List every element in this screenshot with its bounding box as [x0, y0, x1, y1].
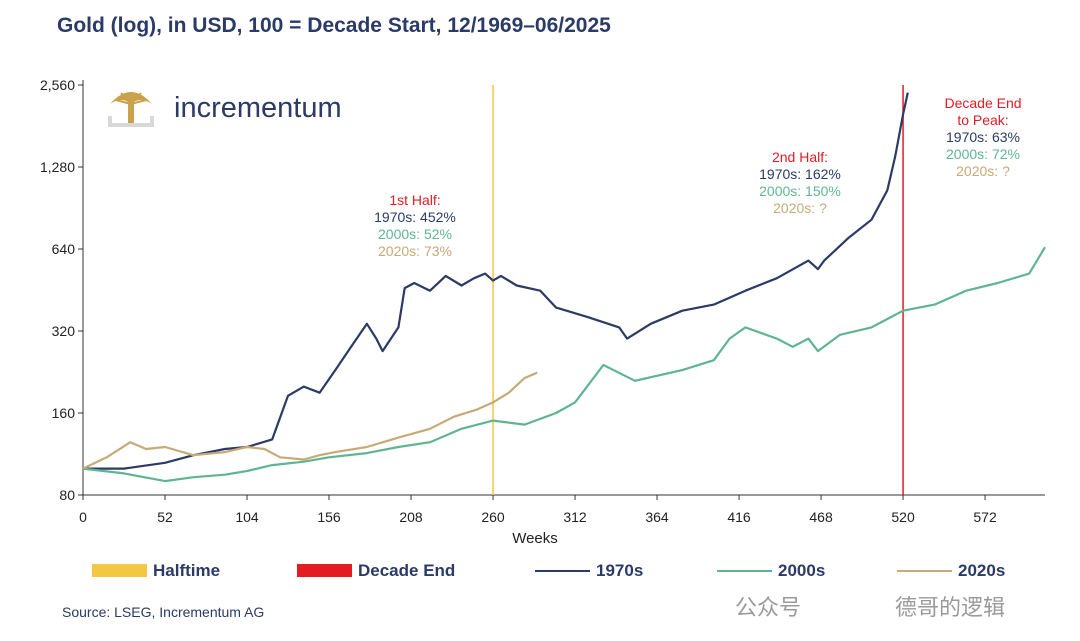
legend-item-halftime: Halftime — [92, 560, 220, 582]
legend-item-1970s: 1970s — [535, 560, 643, 582]
legend-swatch — [897, 569, 952, 572]
y-tick-label: 1,280 — [40, 159, 75, 175]
series-line-2000s — [82, 246, 1046, 483]
annotation-line: 2020s: ? — [956, 163, 1010, 179]
legend-label: 2020s — [958, 560, 1006, 580]
x-tick-label: 364 — [645, 509, 669, 525]
legend-swatch — [717, 569, 772, 572]
annotation-heading: 2nd Half: — [772, 149, 828, 165]
annotation-line: 2000s: 150% — [759, 183, 841, 199]
annotation-line: 2000s: 72% — [946, 146, 1020, 162]
x-tick-label: 156 — [317, 509, 341, 525]
annotation-line: 2000s: 52% — [378, 226, 452, 242]
x-tick-label: 260 — [481, 509, 505, 525]
y-tick-label: 2,560 — [40, 77, 75, 93]
annotation-line: 1970s: 63% — [946, 129, 1020, 145]
x-axis-label: Weeks — [512, 530, 558, 547]
x-tick-label: 416 — [727, 509, 751, 525]
x-tick-label: 208 — [399, 509, 423, 525]
annotation-line: 1970s: 452% — [374, 209, 456, 225]
x-tick-label: 468 — [809, 509, 833, 525]
series-line-2020s — [82, 371, 538, 470]
legend-swatch — [92, 564, 147, 578]
y-tick-label: 160 — [52, 405, 76, 421]
x-tick-label: 0 — [79, 509, 87, 525]
y-tick-label: 320 — [52, 323, 76, 339]
legend-label: 1970s — [596, 560, 644, 580]
x-tick-label: 104 — [235, 509, 259, 525]
watermark-right: 德哥的逻辑 — [895, 595, 1006, 620]
x-tick-label: 312 — [563, 509, 587, 525]
legend-label: 2000s — [778, 560, 826, 580]
gold-chart: incrementum 80 160 320 640 1,280 2,560 0 52 104 1… — [40, 77, 1046, 547]
legend-item-2000s: 2000s — [717, 560, 825, 582]
annotation-heading: to Peak: — [957, 112, 1008, 128]
legend-item-2020s: 2020s — [897, 560, 1005, 582]
watermark-left: 公众号 — [735, 595, 802, 620]
legend-label: Decade End — [358, 560, 456, 580]
legend-swatch — [535, 569, 590, 572]
annotation-line: 1970s: 162% — [759, 166, 841, 182]
y-tick-label: 640 — [52, 241, 76, 257]
x-tick-label: 520 — [891, 509, 915, 525]
annotation-heading: 1st Half: — [389, 192, 440, 208]
legend-swatch — [297, 564, 352, 578]
annotation-heading: Decade End — [944, 95, 1021, 111]
incrementum-logo-icon — [105, 85, 155, 131]
annotation-line: 2020s: 73% — [378, 243, 452, 259]
series-line-1970s — [83, 92, 909, 470]
annotation-line: 2020s: ? — [773, 200, 827, 216]
y-tick-label: 80 — [59, 487, 75, 503]
legend-item-decade-end: Decade End — [297, 560, 455, 582]
legend-label: Halftime — [153, 560, 221, 580]
source-note: Source: LSEG, Incrementum AG — [62, 604, 265, 620]
brand-name: incrementum — [174, 92, 342, 124]
chart-title: Gold (log), in USD, 100 = Decade Start, … — [57, 14, 611, 37]
x-tick-label: 572 — [973, 509, 997, 525]
x-tick-label: 52 — [157, 509, 173, 525]
